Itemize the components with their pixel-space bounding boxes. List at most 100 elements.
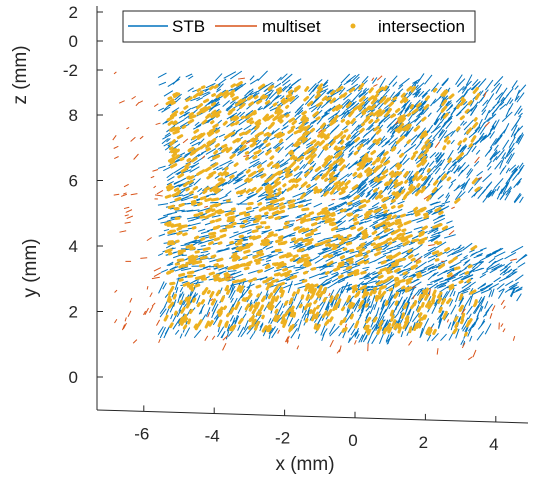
intersection-point (390, 146, 396, 152)
multiset-track (286, 335, 290, 343)
intersection-point (285, 93, 293, 99)
stb-track (485, 283, 494, 288)
intersection-point (273, 272, 281, 277)
intersection-point (289, 151, 295, 156)
stb-track (234, 315, 238, 326)
z-axis-label: z (mm) (10, 45, 31, 104)
stb-track (350, 124, 360, 135)
intersection-point (265, 285, 270, 291)
intersection-point (173, 310, 178, 316)
stb-track (275, 228, 281, 232)
intersection-point (265, 324, 272, 333)
intersection-point (408, 326, 413, 334)
stb-track (421, 174, 431, 187)
intersection-point (304, 86, 310, 92)
intersection-point (303, 95, 310, 102)
multiset-track (149, 305, 154, 313)
intersection-point (215, 182, 222, 188)
intersection-point (324, 270, 330, 275)
stb-track (393, 242, 403, 248)
intersection-point (183, 105, 189, 110)
intersection-point (298, 247, 305, 253)
stb-track (193, 269, 200, 273)
intersection-point (386, 107, 392, 115)
stb-track (427, 112, 432, 117)
intersection-point (328, 316, 334, 323)
intersection-point (266, 114, 275, 120)
intersection-point (381, 169, 389, 176)
intersection-point (364, 167, 371, 174)
intersection-point (349, 313, 354, 320)
intersection-point (363, 260, 370, 265)
stb-track (434, 299, 438, 307)
stb-track (469, 249, 475, 253)
multiset-track (448, 230, 455, 236)
intersection-point (380, 156, 387, 164)
x-tick-label: -4 (205, 427, 220, 446)
intersection-point (354, 292, 360, 298)
stb-track (509, 287, 515, 297)
stb-track (158, 233, 166, 237)
intersection-point (460, 312, 466, 321)
intersection-point (372, 138, 377, 144)
intersection-point (217, 319, 223, 328)
stb-track (380, 135, 386, 142)
stb-track (455, 95, 464, 103)
intersection-point (238, 131, 246, 137)
intersection-point (470, 245, 478, 251)
stb-track (317, 78, 323, 84)
intersection-point (285, 113, 290, 118)
intersection-point (394, 125, 402, 132)
intersection-point (210, 197, 220, 202)
stb-track (341, 274, 354, 280)
intersection-point (390, 230, 398, 236)
stb-track (198, 303, 206, 315)
intersection-point (294, 85, 301, 91)
stb-track (246, 283, 255, 289)
intersection-point (176, 134, 184, 140)
stb-track (212, 303, 219, 315)
intersection-point (340, 118, 346, 123)
intersection-point (305, 262, 312, 268)
intersection-point (410, 86, 417, 93)
intersection-point (418, 232, 425, 238)
stb-track (444, 289, 451, 299)
stb-track (310, 119, 316, 124)
stb-track (179, 333, 183, 339)
multiset-track (451, 206, 455, 210)
intersection-point (297, 204, 304, 208)
intersection-point (402, 321, 408, 330)
intersection-point (237, 317, 244, 325)
stb-track (328, 323, 336, 335)
stb-track (513, 192, 521, 203)
intersection-point (196, 202, 203, 207)
stb-track (166, 261, 174, 266)
stb-track (475, 149, 481, 155)
stb-track (347, 172, 353, 178)
stb-track (363, 100, 371, 107)
stb-track (383, 156, 391, 164)
intersection-point (352, 217, 358, 222)
intersection-point (179, 110, 185, 115)
stb-track (197, 228, 206, 232)
stb-track (226, 105, 233, 112)
intersection-point (311, 287, 317, 296)
multiset-track (204, 335, 209, 341)
stb-track (505, 280, 514, 287)
intersection-point (208, 85, 215, 91)
stb-track (504, 252, 517, 260)
intersection-point (309, 287, 315, 294)
stb-track (229, 221, 235, 225)
stb-track (337, 279, 346, 284)
stb-track (299, 163, 306, 171)
intersection-point (229, 306, 235, 315)
intersection-point (232, 137, 240, 144)
intersection-point (274, 170, 281, 176)
intersection-point (324, 155, 331, 162)
stb-track (355, 125, 364, 131)
multiset-track (132, 339, 138, 344)
stb-track (184, 107, 192, 114)
stb-track (411, 187, 420, 195)
intersection-point (329, 211, 336, 217)
intersection-point (466, 318, 473, 326)
